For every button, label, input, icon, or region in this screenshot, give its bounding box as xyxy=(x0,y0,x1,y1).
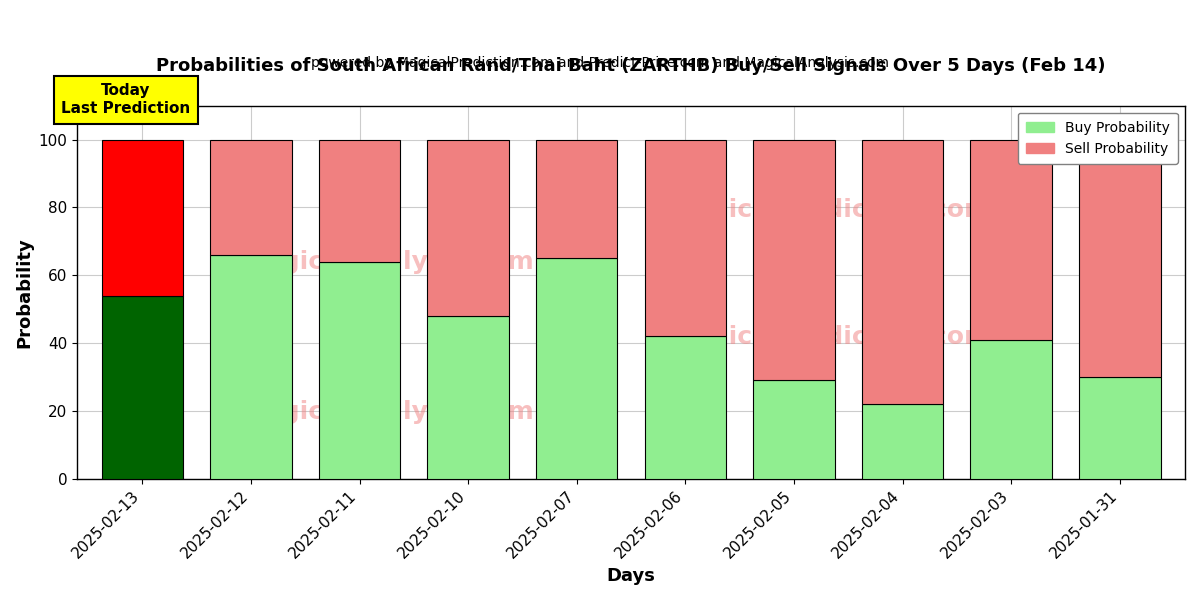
Text: MagicalAnalysis.com: MagicalAnalysis.com xyxy=(240,250,534,274)
Bar xyxy=(862,404,943,479)
Text: Today
Last Prediction: Today Last Prediction xyxy=(61,83,191,116)
Bar xyxy=(754,140,835,380)
Bar xyxy=(319,262,401,479)
Bar xyxy=(644,140,726,337)
Text: MagicalPrediction.com: MagicalPrediction.com xyxy=(670,198,991,222)
Bar xyxy=(102,140,184,296)
Bar xyxy=(1079,377,1160,479)
X-axis label: Days: Days xyxy=(607,567,655,585)
Y-axis label: Probability: Probability xyxy=(14,237,32,347)
Text: powered by MagicalPrediction.com and Predict-Price.com and MagicalAnalysis.com: powered by MagicalPrediction.com and Pre… xyxy=(311,56,889,70)
Bar xyxy=(644,337,726,479)
Bar xyxy=(210,255,292,479)
Bar xyxy=(536,140,618,259)
Title: Probabilities of South African Rand/Thai Baht (ZARTHB) Buy/Sell Signals Over 5 D: Probabilities of South African Rand/Thai… xyxy=(156,57,1106,75)
Text: MagicalPrediction.com: MagicalPrediction.com xyxy=(670,325,991,349)
Bar xyxy=(862,140,943,404)
Bar xyxy=(971,340,1052,479)
Bar xyxy=(210,140,292,255)
Bar xyxy=(102,296,184,479)
Bar xyxy=(1079,140,1160,377)
Bar xyxy=(427,316,509,479)
Text: MagicalAnalysis.com: MagicalAnalysis.com xyxy=(240,400,534,424)
Bar xyxy=(536,259,618,479)
Bar xyxy=(754,380,835,479)
Bar xyxy=(319,140,401,262)
Bar xyxy=(971,140,1052,340)
Legend: Buy Probability, Sell Probability: Buy Probability, Sell Probability xyxy=(1018,113,1178,164)
Bar xyxy=(427,140,509,316)
